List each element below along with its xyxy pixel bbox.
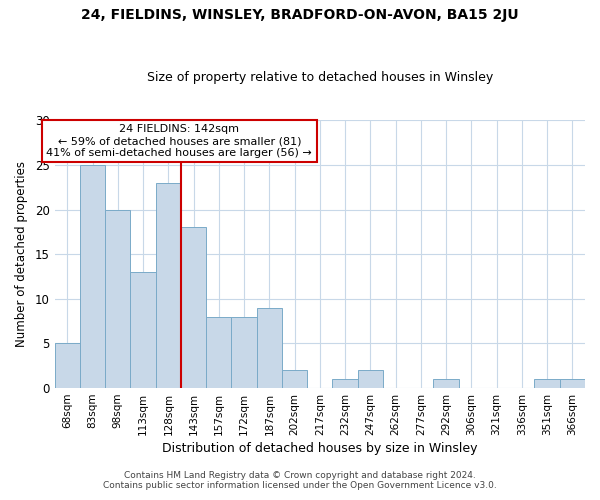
Bar [433,379,459,388]
Bar [181,228,206,388]
Text: 24 FIELDINS: 142sqm
← 59% of detached houses are smaller (81)
41% of semi-detach: 24 FIELDINS: 142sqm ← 59% of detached ho… [46,124,312,158]
Bar [358,370,383,388]
Bar [332,379,358,388]
Bar [206,316,232,388]
Bar [560,379,585,388]
Bar [535,379,560,388]
Bar [55,344,80,388]
Y-axis label: Number of detached properties: Number of detached properties [15,161,28,347]
Bar [105,210,130,388]
Bar [232,316,257,388]
Bar [257,308,282,388]
Text: 24, FIELDINS, WINSLEY, BRADFORD-ON-AVON, BA15 2JU: 24, FIELDINS, WINSLEY, BRADFORD-ON-AVON,… [81,8,519,22]
Bar [130,272,155,388]
Bar [80,165,105,388]
Bar [155,183,181,388]
X-axis label: Distribution of detached houses by size in Winsley: Distribution of detached houses by size … [162,442,478,455]
Title: Size of property relative to detached houses in Winsley: Size of property relative to detached ho… [147,72,493,85]
Bar [282,370,307,388]
Text: Contains HM Land Registry data © Crown copyright and database right 2024.
Contai: Contains HM Land Registry data © Crown c… [103,470,497,490]
